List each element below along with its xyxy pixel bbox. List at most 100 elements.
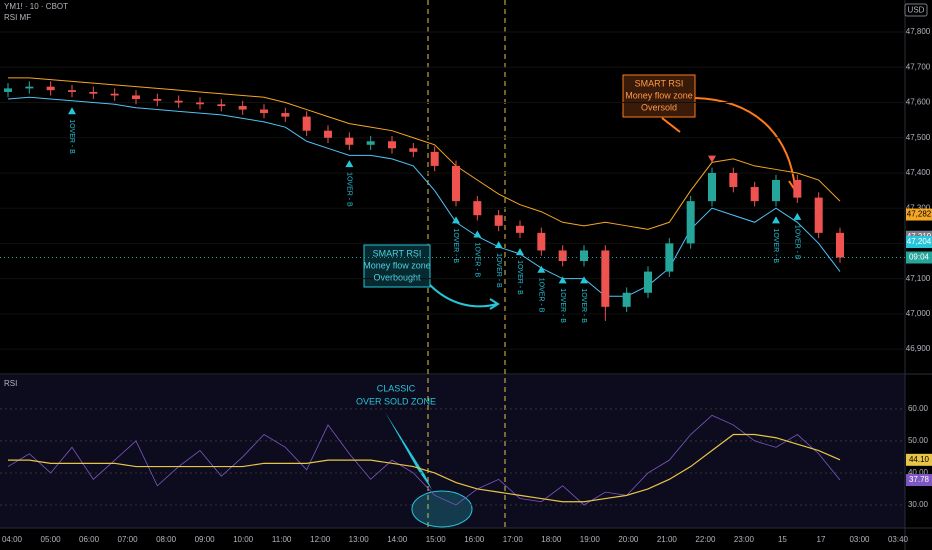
price-tag-label: 37.78 — [909, 475, 930, 484]
y-tick-label: 40.00 — [908, 468, 929, 477]
y-tick-label: 50.00 — [908, 436, 929, 445]
candle-body — [25, 86, 34, 89]
candle-body — [366, 141, 375, 145]
y-tick-label: 47,800 — [906, 27, 931, 36]
x-tick-label: 15 — [778, 535, 787, 544]
x-tick-label: 05:00 — [41, 535, 62, 544]
price-tag — [906, 208, 932, 221]
y-tick-label: 47,500 — [906, 133, 931, 142]
overbought-arrow — [429, 284, 498, 308]
price-tag — [906, 453, 932, 466]
y-tick-label: 47,400 — [906, 168, 931, 177]
indicator-name: RSI MF — [4, 13, 31, 22]
candle-body — [89, 91, 98, 94]
oversold-box — [622, 74, 696, 118]
band-line — [8, 77, 841, 230]
buy-signal — [516, 248, 524, 256]
candle-body — [644, 271, 652, 293]
candle-body — [302, 116, 311, 131]
x-tick-label: 06:00 — [79, 535, 100, 544]
price-tag — [906, 474, 932, 487]
candle-body — [324, 130, 332, 138]
classic-annotation: OVER SOLD ZONE — [356, 396, 436, 406]
x-tick-label: 04:00 — [2, 535, 23, 544]
x-tick-label: 23:00 — [734, 535, 755, 544]
candle-body — [772, 180, 780, 202]
classic-arrow — [385, 412, 432, 490]
x-tick-label: 11:00 — [272, 535, 292, 544]
x-tick-label: 03:00 — [849, 535, 870, 544]
buy-signal — [473, 230, 482, 238]
x-tick-label: 10:00 — [233, 535, 254, 544]
signal-label: 1OVER - B — [345, 172, 352, 207]
rsi-line — [7, 414, 841, 506]
x-tick-label: 15:00 — [426, 535, 447, 544]
signal-label: 1OVER - B — [537, 278, 544, 313]
signal-label: 1OVER - B — [559, 288, 566, 323]
y-tick-label: 60.00 — [908, 404, 929, 413]
price-tag — [906, 236, 932, 249]
countdown: 09:04 — [909, 253, 930, 262]
currency-box — [904, 3, 928, 17]
buy-signal — [772, 216, 780, 224]
y-tick-label: 47,000 — [906, 309, 931, 318]
rsi-pane — [0, 375, 905, 528]
rsi-title: RSI — [4, 379, 17, 388]
buy-signal — [580, 276, 588, 284]
y-tick-label: 30.00 — [908, 500, 929, 509]
candle-body — [132, 95, 140, 99]
candle-body — [452, 165, 460, 202]
y-tick-label: 47,100 — [906, 274, 931, 283]
candle-body — [686, 201, 695, 244]
x-tick-label: 18:00 — [541, 535, 562, 544]
candle-body — [729, 172, 738, 188]
x-tick-label: 09:00 — [195, 535, 216, 544]
oversold-annotation: SMART RSI — [635, 78, 684, 88]
candle-body — [174, 100, 183, 103]
candle-body — [217, 104, 226, 107]
candle-body — [473, 201, 482, 216]
oversold-arrow — [661, 117, 681, 133]
candle-body — [580, 250, 588, 262]
candle-body — [708, 172, 716, 202]
candle-body — [281, 113, 290, 117]
candle-body — [388, 141, 396, 149]
price-tag-label: 47,204 — [907, 237, 932, 246]
overbought-annotation: SMART RSI — [373, 248, 422, 258]
candle-body — [409, 148, 418, 152]
currency: USD — [908, 6, 925, 15]
countdown-tag — [906, 251, 932, 264]
x-tick-label: 08:00 — [156, 535, 177, 544]
candle-body — [494, 215, 503, 226]
x-tick-label: 19:00 — [580, 535, 601, 544]
signal-label: 1OVER - B — [516, 260, 523, 295]
candle-body — [4, 88, 12, 92]
candle-body — [68, 90, 76, 92]
signal-label: 1OVER - B — [452, 228, 459, 263]
x-tick-label: 20:00 — [618, 535, 639, 544]
buy-signal — [793, 212, 802, 220]
candle-body — [516, 225, 524, 233]
buy-signal — [345, 160, 354, 168]
candle-body — [665, 243, 674, 272]
x-tick-label: 03:40 — [888, 535, 909, 544]
candle-body — [153, 98, 162, 101]
classic-annotation: CLASSIC — [377, 383, 416, 393]
overbought-annotation: Money flow zone — [363, 260, 431, 270]
signal-label: 1OVER - B — [793, 225, 800, 260]
rsi-line — [8, 433, 841, 503]
arrow-head — [489, 298, 500, 310]
candle-body — [601, 250, 610, 307]
overbought-box — [363, 244, 431, 288]
signal-label: 1OVER - B — [580, 288, 587, 323]
signal-label: 1OVER - B — [473, 243, 480, 278]
x-tick-label: 17 — [817, 535, 826, 544]
x-tick-label: 13:00 — [349, 535, 370, 544]
y-tick-label: 47,300 — [906, 203, 931, 212]
band-line — [7, 96, 841, 297]
sell-signal — [708, 155, 716, 163]
oversold-zone — [411, 490, 473, 528]
signal-label: 1OVER - B — [772, 228, 779, 263]
candle-body — [345, 137, 354, 145]
